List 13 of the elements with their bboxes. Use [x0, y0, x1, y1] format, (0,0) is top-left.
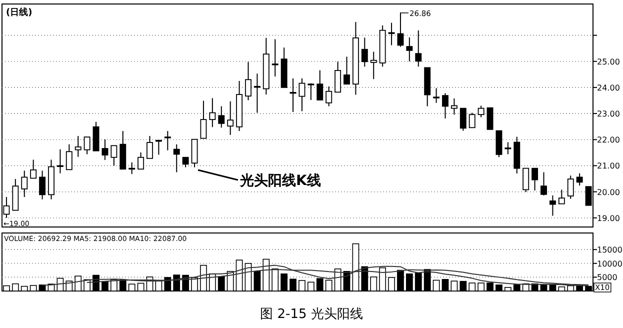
y-tick-label: 5000 — [597, 273, 618, 282]
y-tick-label: 10000 — [597, 259, 622, 268]
text: (日线) — [6, 7, 32, 18]
caption: 图 2-15 光头阳线 — [260, 307, 363, 322]
y-tick-label: 15000 — [597, 246, 622, 255]
y-tick-label: 20.00 — [597, 188, 620, 197]
y-tick-label: 22.00 — [597, 136, 620, 145]
y-tick-label: 19.00 — [597, 214, 620, 223]
y-tick-label: 24.00 — [597, 83, 620, 92]
y-tick-label: 25.00 — [597, 57, 620, 66]
y-tick-label: 21.00 — [597, 162, 620, 171]
y-tick-label: 23.00 — [597, 110, 620, 119]
annotation: 光头阳线K线 — [239, 173, 321, 189]
